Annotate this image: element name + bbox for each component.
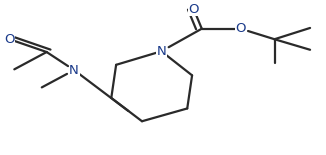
Text: N: N: [69, 64, 79, 77]
Text: O: O: [4, 33, 15, 46]
Text: O: O: [188, 3, 199, 16]
Text: O: O: [235, 22, 246, 35]
Text: N: N: [156, 45, 166, 58]
